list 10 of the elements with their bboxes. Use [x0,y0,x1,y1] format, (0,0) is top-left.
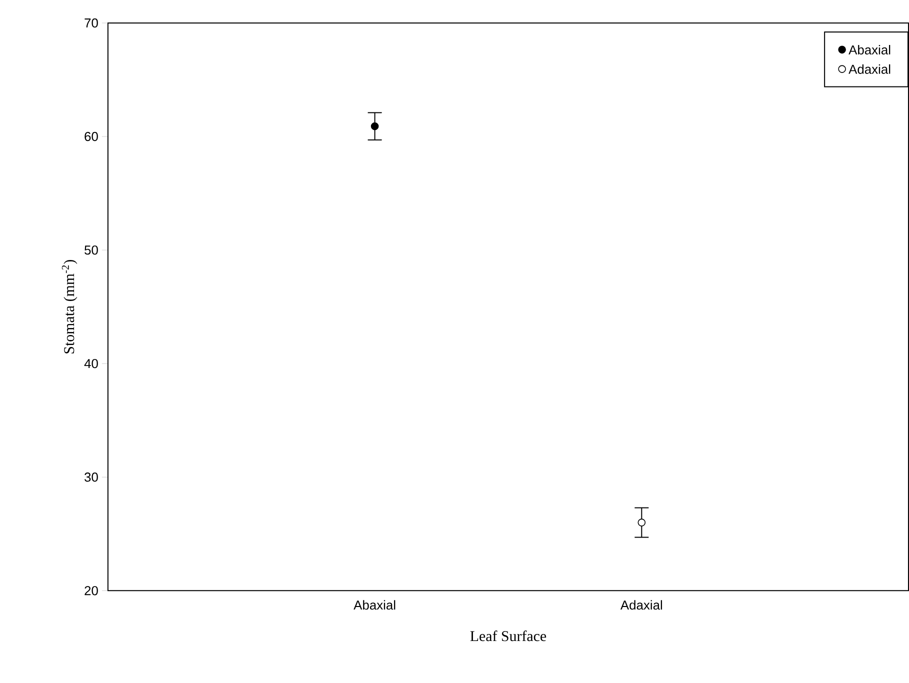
x-axis-title: Leaf Surface [470,630,546,642]
legend-label: Adaxial [848,64,890,74]
y-tick-label: 50 [84,246,98,255]
y-tick-label: 20 [84,586,98,596]
y-tick-label: 70 [84,18,98,28]
y-tick-label: 40 [84,359,98,368]
y-tick-label: 60 [84,132,98,142]
y-axis-title: Stomata (mm$^{-2}$) [62,260,78,354]
y-tick-label: 30 [84,472,98,482]
legend-label: Abaxial [848,45,890,55]
